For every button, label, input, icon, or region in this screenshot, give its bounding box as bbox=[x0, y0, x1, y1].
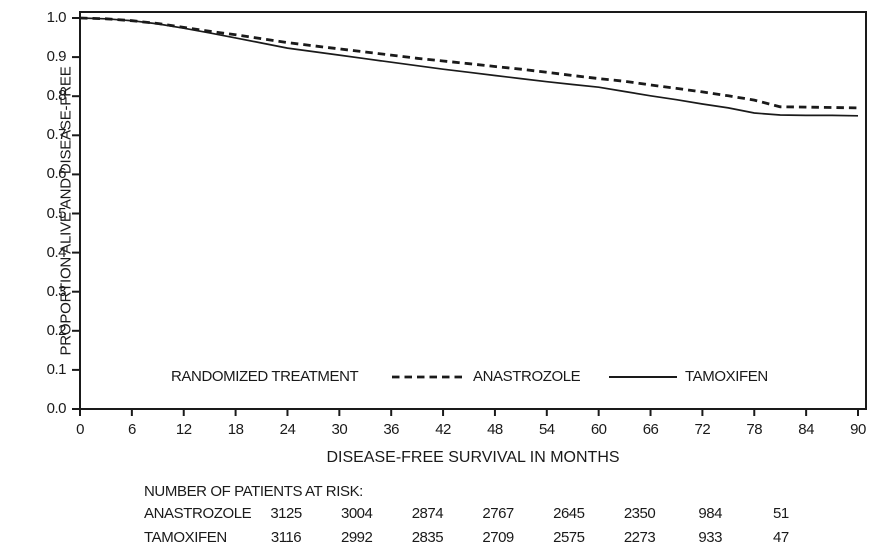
at-risk-value: 51 bbox=[773, 505, 789, 522]
y-tick-label: 0.4 bbox=[46, 243, 67, 261]
x-tick-label: 18 bbox=[227, 421, 244, 438]
legend-label-tamoxifen: TAMOXIFEN bbox=[685, 368, 768, 385]
x-tick-label: 36 bbox=[383, 421, 400, 438]
at-risk-value: 47 bbox=[773, 529, 789, 546]
at-risk-value: 933 bbox=[698, 529, 722, 546]
x-tick-label: 72 bbox=[694, 421, 711, 438]
x-tick-label: 42 bbox=[435, 421, 451, 438]
x-tick-label: 48 bbox=[487, 421, 503, 438]
at-risk-value: 2992 bbox=[341, 529, 373, 546]
x-tick-label: 60 bbox=[590, 421, 607, 438]
at-risk-row-label-anastrozole: ANASTROZOLE bbox=[144, 505, 252, 522]
x-tick-label: 12 bbox=[175, 421, 192, 438]
y-tick-label: 0.5 bbox=[46, 204, 67, 222]
at-risk-header: NUMBER OF PATIENTS AT RISK: bbox=[144, 483, 363, 500]
x-tick-label: 78 bbox=[746, 421, 763, 438]
at-risk-value: 2767 bbox=[482, 505, 514, 522]
x-tick-label: 66 bbox=[642, 421, 659, 438]
y-tick-label: 0.2 bbox=[46, 321, 67, 339]
survival-curves bbox=[79, 16, 859, 117]
at-risk-value: 3116 bbox=[270, 529, 302, 546]
x-tick-label: 90 bbox=[850, 421, 866, 438]
at-risk-value: 2350 bbox=[623, 505, 656, 522]
x-tick-label: 30 bbox=[331, 421, 348, 438]
at-risk-value: 2874 bbox=[411, 505, 444, 522]
tamoxifen-curve bbox=[79, 17, 859, 117]
x-tick-label: 0 bbox=[76, 421, 84, 438]
at-risk-value: 984 bbox=[698, 505, 722, 522]
at-risk-value: 2575 bbox=[553, 529, 585, 546]
y-tick-label: 0.7 bbox=[46, 126, 67, 144]
legend-title: RANDOMIZED TREATMENT bbox=[171, 368, 359, 385]
y-tick-label: 1.0 bbox=[46, 9, 67, 26]
at-risk-value: 2273 bbox=[623, 529, 656, 546]
x-tick-label: 6 bbox=[127, 421, 136, 438]
y-tick-label: 0.1 bbox=[46, 360, 67, 378]
y-tick-label: 0.6 bbox=[46, 165, 67, 183]
at-risk-value: 3004 bbox=[341, 505, 373, 522]
legend-label-anastrozole: ANASTROZOLE bbox=[473, 368, 581, 385]
plot-frame bbox=[79, 11, 867, 410]
at-risk-row-label-tamoxifen: TAMOXIFEN bbox=[144, 529, 227, 546]
at-risk-value: 2645 bbox=[553, 505, 585, 522]
y-tick-label: 0.3 bbox=[46, 282, 67, 300]
x-tick-label: 54 bbox=[538, 421, 555, 438]
at-risk-value: 2709 bbox=[482, 529, 514, 546]
at-risk-value: 3125 bbox=[270, 505, 302, 522]
x-axis-title: DISEASE-FREE SURVIVAL IN MONTHS bbox=[326, 449, 620, 466]
y-tick-label: 0.0 bbox=[46, 400, 67, 417]
axis-ticks bbox=[72, 17, 859, 416]
y-tick-label: 0.8 bbox=[46, 87, 67, 105]
anastrozole-curve bbox=[79, 16, 859, 110]
y-tick-label: 0.9 bbox=[46, 48, 67, 66]
x-tick-label: 84 bbox=[798, 421, 814, 438]
at-risk-value: 2835 bbox=[411, 529, 444, 546]
x-tick-label: 24 bbox=[279, 421, 296, 438]
